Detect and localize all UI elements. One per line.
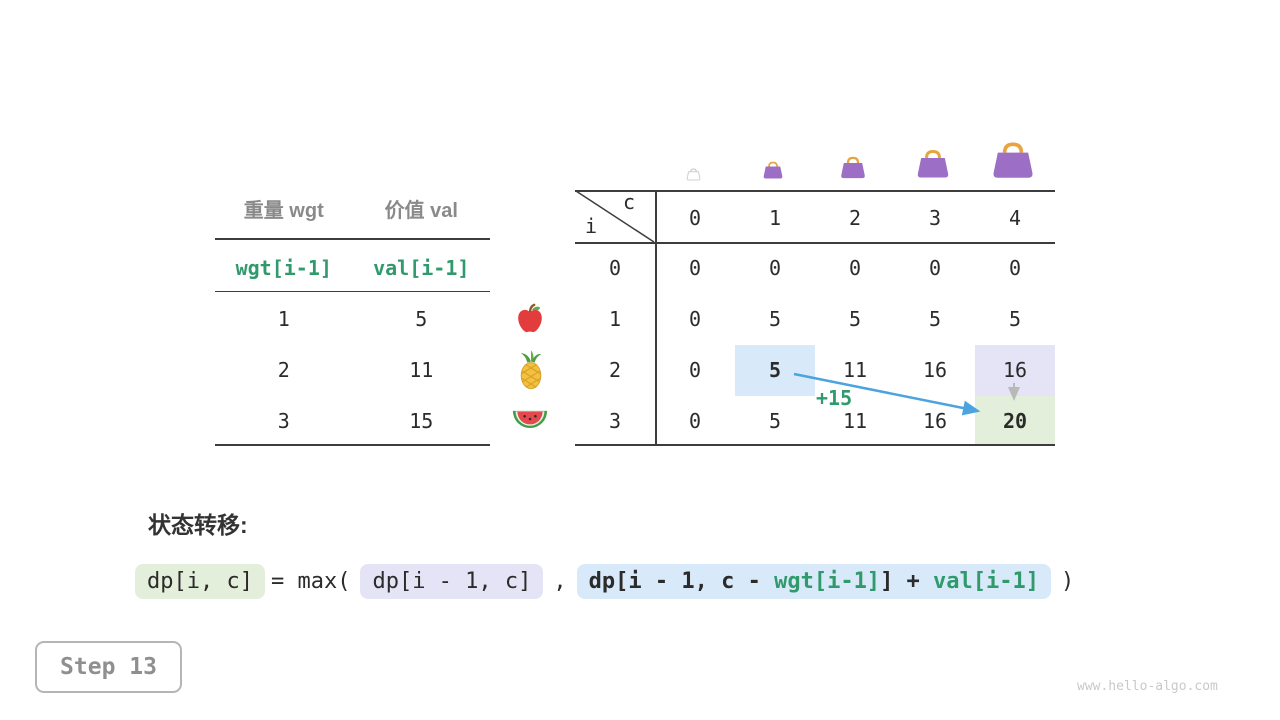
bag-size-0-icon (686, 166, 701, 185)
formula-keep-term: dp[i - 1, c] (360, 563, 544, 599)
added-value-annotation: +15 (816, 386, 853, 410)
dp-cell: 0 (928, 256, 942, 280)
dp-cell: 0 (688, 307, 702, 331)
dp-col-header: 3 (928, 206, 942, 230)
dp-cell: 11 (842, 358, 868, 382)
item-wgt: 1 (277, 307, 290, 331)
divider (215, 444, 490, 446)
bag-size-2-icon (839, 156, 867, 184)
formula-closing-paren: ) (1061, 568, 1075, 594)
dp-cell: 0 (768, 256, 782, 280)
dp-col-header: 1 (768, 206, 782, 230)
take-term-prefix: dp[i - 1, c - (588, 568, 775, 594)
pineapple-icon (517, 350, 545, 394)
formula-operator: = max( (270, 568, 351, 594)
divider (215, 291, 490, 292)
dp-cell: 0 (688, 409, 702, 433)
row-variable-label: i (585, 214, 598, 238)
dp-cell: 0 (848, 256, 862, 280)
items-variable-row: wgt[i-1] val[i-1] (215, 253, 490, 283)
dp-cell-source: 5 (768, 358, 782, 382)
dp-cell: 5 (1008, 307, 1022, 331)
take-term-wgt: wgt[i-1] (774, 568, 881, 594)
item-val: 5 (415, 307, 428, 331)
wgt-variable-label: wgt[i-1] (235, 256, 332, 280)
item-row: 2 11 (215, 355, 490, 385)
dp-cell: 5 (928, 307, 942, 331)
formula-result-term: dp[i, c] (135, 563, 265, 599)
item-row: 1 5 (215, 304, 490, 334)
dp-cell: 5 (768, 307, 782, 331)
dp-row-header: 1 (608, 307, 622, 331)
site-watermark: www.hello-algo.com (1077, 679, 1218, 694)
col-variable-label: c (623, 190, 636, 214)
divider (575, 242, 1055, 244)
item-wgt: 2 (277, 358, 290, 382)
dp-col-header: 4 (1008, 206, 1022, 230)
dp-col-header: 0 (688, 206, 702, 230)
step-label: Step 13 (60, 654, 157, 680)
item-wgt: 3 (277, 409, 290, 433)
formula-take-term: dp[i - 1, c - wgt[i-1]] + val[i-1] (576, 563, 1052, 599)
bag-size-3-icon (915, 149, 951, 184)
formula-separator: , (553, 568, 567, 594)
dp-cell: 11 (842, 409, 868, 433)
items-header-row: 重量 wgt 价值 val (215, 196, 490, 226)
divider (655, 190, 657, 446)
dp-cell: 0 (688, 358, 702, 382)
dp-cell: 5 (848, 307, 862, 331)
dp-row-header: 3 (608, 409, 622, 433)
divider (575, 444, 1055, 446)
dp-cell: 16 (922, 409, 948, 433)
take-term-mid: ] + (880, 568, 934, 594)
transition-heading: 状态转移: (148, 512, 248, 538)
dp-cell: 0 (1008, 256, 1022, 280)
highlight-result-cell (975, 396, 1055, 444)
item-val: 11 (409, 358, 434, 382)
dp-cell: 5 (768, 409, 782, 433)
bag-size-4-icon (990, 141, 1036, 185)
item-val: 15 (409, 409, 434, 433)
item-row: 3 15 (215, 406, 490, 436)
items-table: 重量 wgt 价值 val wgt[i-1] val[i-1] 1 5 2 11… (215, 190, 490, 448)
state-transition-formula: dp[i, c] = max( dp[i - 1, c] , dp[i - 1,… (135, 560, 1080, 602)
dp-table: i c 0 1 2 3 4 0 0 0 0 0 0 1 0 5 5 5 5 2 … (575, 190, 1055, 448)
divider (575, 190, 1055, 192)
dp-row-header: 0 (608, 256, 622, 280)
take-term-val: val[i-1] (933, 568, 1040, 594)
bag-size-1-icon (762, 161, 784, 184)
step-indicator: Step 13 (35, 641, 182, 693)
dp-row-header: 2 (608, 358, 622, 382)
apple-icon (514, 303, 546, 339)
val-variable-label: val[i-1] (373, 256, 470, 280)
dp-col-header: 2 (848, 206, 862, 230)
dp-cell: 16 (922, 358, 948, 382)
items-col-header-wgt: 重量 wgt (243, 200, 324, 222)
dp-cell-result: 20 (1002, 409, 1028, 433)
divider (215, 238, 490, 240)
dp-cell-keep: 16 (1002, 358, 1028, 382)
watermelon-icon (512, 408, 548, 434)
items-col-header-val: 价值 val (384, 200, 458, 222)
dp-cell: 0 (688, 256, 702, 280)
